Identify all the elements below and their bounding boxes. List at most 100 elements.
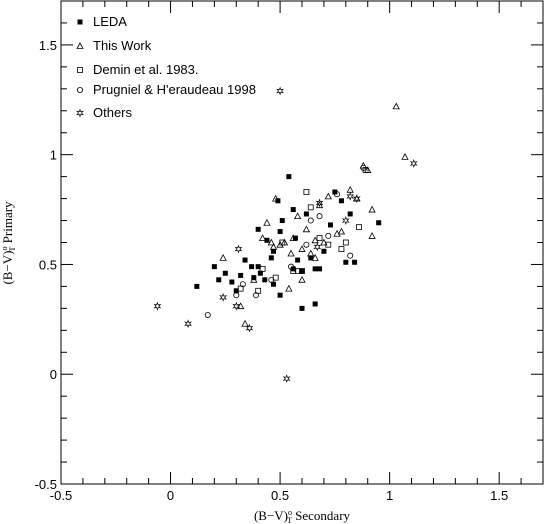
data-point-series-0: [312, 301, 318, 307]
axis-tick-labels: -0.5 0 0.5 1 1.5 -0.5 0 0.5 1 1.5: [35, 38, 509, 503]
data-point-series-1: [258, 234, 267, 242]
data-point-series-0: [229, 279, 235, 285]
data-point-series-3: [316, 213, 323, 220]
legend-label-prugniel: Prugniel & H'eraudeau 1998: [93, 82, 256, 97]
data-point-series-0: [312, 266, 318, 272]
data-point-series-4: [409, 159, 418, 168]
data-point-series-2: [356, 224, 362, 231]
data-point-series-0: [343, 259, 349, 265]
data-point-series-1: [368, 205, 376, 213]
x-tick-label: -0.5: [50, 488, 72, 503]
data-point-series-0: [321, 248, 327, 254]
data-point-series-1: [307, 249, 315, 257]
data-point-series-3: [233, 292, 240, 299]
data-point-series-1: [346, 185, 354, 193]
data-point-series-3: [288, 263, 295, 270]
x-axis-title-sub: T: [287, 516, 292, 524]
data-point-series-0: [264, 237, 270, 243]
data-point-series-1: [315, 201, 324, 209]
data-point-series-4: [276, 86, 284, 96]
y-tick-label: -0.5: [35, 477, 57, 492]
data-point-series-1: [392, 102, 400, 110]
data-point-series-3: [239, 281, 246, 288]
x-tick-label: 1.5: [490, 488, 508, 503]
data-points: [153, 86, 418, 384]
x-tick-label: 0.5: [271, 488, 289, 503]
legend-marker-series-0: [77, 19, 83, 25]
data-point-series-2: [279, 239, 286, 246]
data-point-series-0: [332, 189, 338, 195]
x-axis-title-tail: Secondary: [292, 508, 351, 523]
legend-marker-series-1: [76, 42, 84, 49]
data-point-series-1: [263, 218, 271, 226]
y-tick-label: 1: [50, 148, 57, 163]
data-point-series-0: [271, 281, 277, 287]
data-point-series-0: [286, 174, 292, 180]
data-point-series-0: [352, 259, 358, 265]
data-point-series-0: [211, 264, 217, 270]
data-point-series-4: [346, 191, 355, 201]
data-point-series-4: [341, 216, 350, 225]
data-point-series-3: [334, 191, 341, 198]
data-point-series-1: [298, 245, 306, 252]
data-point-series-1: [236, 302, 245, 310]
data-point-series-1: [241, 319, 249, 327]
data-point-series-4: [232, 301, 241, 311]
data-point-series-4: [219, 292, 227, 302]
data-point-series-3: [307, 217, 314, 224]
y-axis-title-sub: T: [8, 246, 17, 251]
legend-marker-series-3: [77, 87, 84, 94]
data-point-series-1: [250, 275, 258, 283]
data-point-series-1: [272, 194, 280, 202]
data-point-series-0: [257, 270, 263, 276]
data-point-series-2: [307, 204, 314, 211]
y-tick-label: 0.5: [39, 257, 57, 272]
data-point-series-0: [277, 292, 283, 298]
data-point-series-1: [302, 225, 311, 233]
data-point-series-3: [347, 252, 354, 259]
data-point-series-2: [303, 189, 310, 195]
data-point-series-1: [285, 284, 293, 292]
data-point-series-2: [325, 241, 332, 248]
data-point-series-0: [308, 255, 314, 261]
data-point-series-0: [262, 277, 268, 283]
data-point-series-1: [219, 254, 227, 261]
data-point-series-0: [292, 235, 298, 241]
data-point-series-1: [293, 212, 302, 220]
data-point-series-1: [289, 234, 297, 242]
data-point-series-0: [299, 268, 305, 274]
x-tick-label: 0: [167, 488, 174, 503]
x-axis-title: (B−V)o T Secondary: [254, 508, 351, 524]
x-axis-title-main: (B−V): [254, 508, 288, 523]
legend-label-this-work: This Work: [93, 38, 152, 53]
data-point-series-0: [233, 288, 239, 294]
data-point-series-4: [184, 319, 192, 329]
data-point-series-0: [216, 277, 222, 283]
legend-label-demin: Demin et al. 1983.: [93, 62, 199, 77]
data-point-series-1: [311, 254, 319, 261]
axis-ticks: [60, 0, 544, 485]
legend-label-leda: LEDA: [93, 14, 127, 29]
data-point-series-4: [282, 374, 291, 384]
data-point-series-2: [299, 268, 305, 274]
data-point-series-4: [234, 244, 243, 254]
data-point-series-4: [315, 198, 324, 208]
data-point-series-0: [290, 207, 296, 213]
data-point-series-3: [268, 276, 275, 283]
data-point-series-1: [337, 227, 346, 235]
data-point-series-0: [347, 211, 353, 217]
data-point-series-0: [271, 248, 277, 254]
data-point-series-0: [279, 218, 285, 224]
data-point-series-0: [268, 255, 274, 261]
data-point-series-0: [242, 257, 248, 263]
y-tick-label: 1.5: [39, 38, 57, 53]
data-point-series-3: [360, 164, 367, 171]
data-point-series-0: [317, 266, 323, 272]
data-point-series-3: [252, 292, 259, 299]
data-point-series-0: [299, 305, 305, 311]
data-point-series-2: [342, 239, 349, 246]
x-axis-title-sup: o: [288, 508, 292, 517]
y-axis-title-main: (B−V): [0, 250, 15, 284]
y-axis-title-sup: o: [0, 246, 9, 250]
data-point-series-3: [294, 268, 301, 275]
